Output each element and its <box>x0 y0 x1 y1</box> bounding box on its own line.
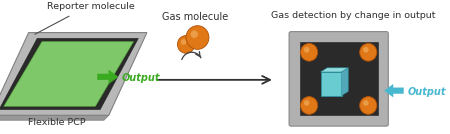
FancyBboxPatch shape <box>300 42 378 115</box>
Circle shape <box>363 100 369 106</box>
Polygon shape <box>97 70 118 84</box>
Polygon shape <box>4 42 134 106</box>
Polygon shape <box>0 38 138 109</box>
Text: Gas molecule: Gas molecule <box>162 12 229 22</box>
Circle shape <box>304 100 310 106</box>
Circle shape <box>191 30 198 38</box>
Circle shape <box>363 47 369 53</box>
Circle shape <box>177 36 195 53</box>
FancyBboxPatch shape <box>320 72 342 96</box>
Polygon shape <box>0 33 147 115</box>
Circle shape <box>360 43 377 61</box>
Circle shape <box>304 47 310 53</box>
Text: Output: Output <box>407 87 446 97</box>
Text: Gas detection by change in output: Gas detection by change in output <box>271 11 435 20</box>
Polygon shape <box>384 84 404 97</box>
Polygon shape <box>342 68 348 96</box>
Polygon shape <box>320 68 348 72</box>
Text: Flexible PCP: Flexible PCP <box>28 118 86 127</box>
FancyBboxPatch shape <box>289 32 388 126</box>
Circle shape <box>301 43 318 61</box>
Circle shape <box>360 97 377 114</box>
Circle shape <box>181 39 186 45</box>
Circle shape <box>301 97 318 114</box>
Polygon shape <box>0 115 109 120</box>
Text: Output: Output <box>122 73 161 83</box>
Text: Reporter molecule: Reporter molecule <box>47 2 135 11</box>
Circle shape <box>186 26 209 49</box>
